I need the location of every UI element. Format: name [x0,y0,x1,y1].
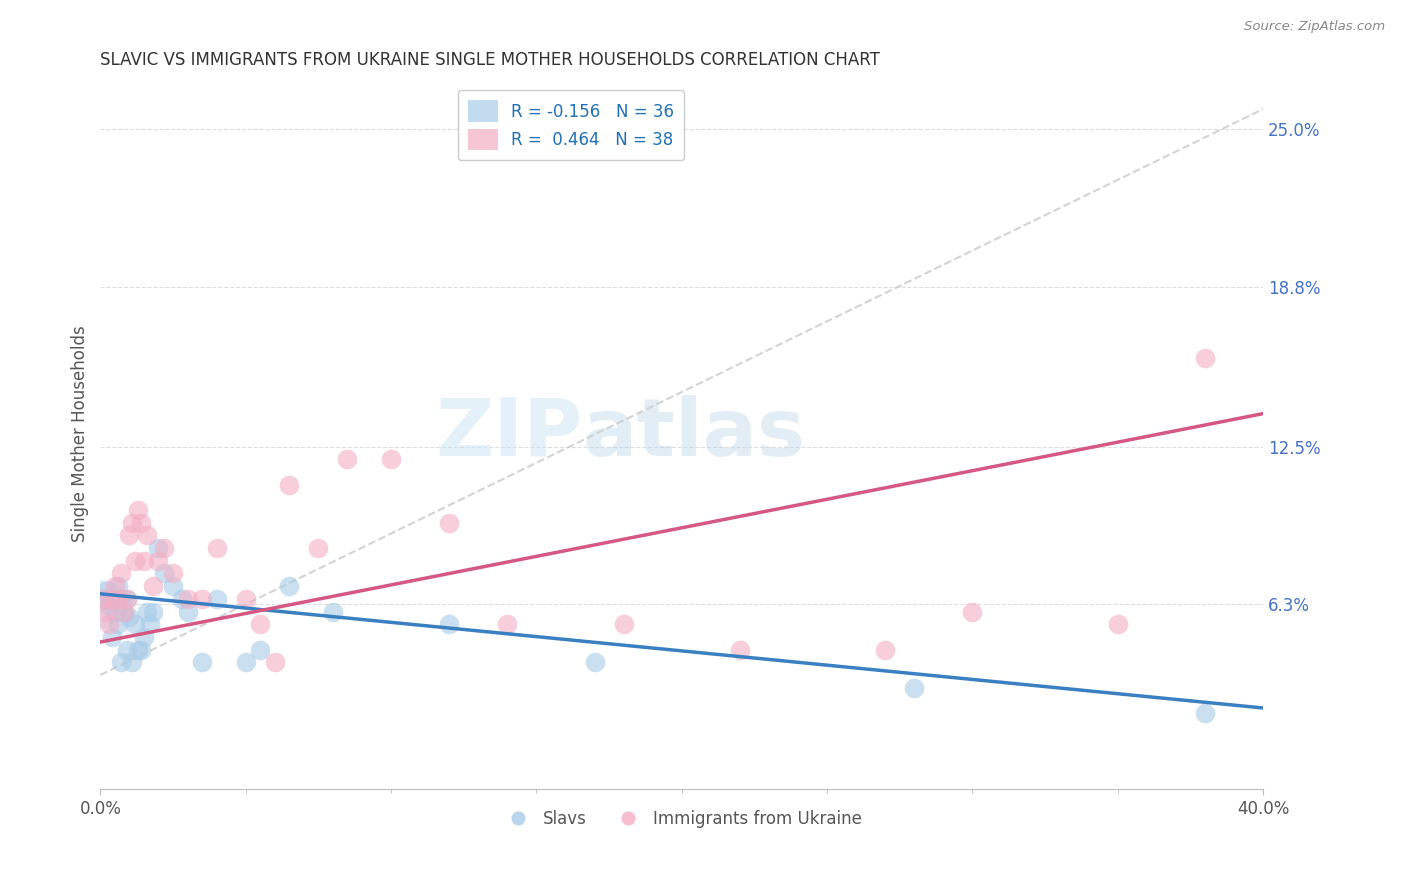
Point [118,528,141,542]
Text: ZIP: ZIP [436,395,583,473]
Point [124,617,146,632]
Point [91,597,114,611]
Point [613,617,636,632]
Point [235,656,257,670]
Point [127,503,149,517]
Legend: Slavs, Immigrants from Ukraine: Slavs, Immigrants from Ukraine [495,803,869,834]
Point [153,541,176,555]
Point [249,617,271,632]
Text: atlas: atlas [583,395,806,473]
Text: SLAVIC VS IMMIGRANTS FROM UKRAINE SINGLE MOTHER HOUSEHOLDS CORRELATION CHART: SLAVIC VS IMMIGRANTS FROM UKRAINE SINGLE… [100,51,880,69]
Point [132,554,155,568]
Point [121,516,143,530]
Point [162,579,184,593]
Point [191,591,214,606]
Point [307,541,329,555]
Point [118,609,141,624]
Point [322,605,344,619]
Point [142,605,165,619]
Point [129,516,152,530]
Point [107,579,129,593]
Point [162,566,184,581]
Point [110,656,132,670]
Point [101,591,124,606]
Point [205,541,228,555]
Point [148,541,170,555]
Point [278,579,301,593]
Point [124,554,146,568]
Point [191,656,214,670]
Point [132,630,155,644]
Point [112,605,135,619]
Point [127,642,149,657]
Point [98,599,121,614]
Point [1194,706,1216,720]
Point [263,656,285,670]
Point [235,591,257,606]
Text: Source: ZipAtlas.com: Source: ZipAtlas.com [1244,20,1385,33]
Point [115,642,138,657]
Point [91,591,114,606]
Point [110,566,132,581]
Point [107,617,129,632]
Point [110,591,132,606]
Point [101,630,124,644]
Point [139,617,162,632]
Point [278,477,301,491]
Point [728,642,751,657]
Point [148,554,170,568]
Point [205,591,228,606]
Point [107,591,129,606]
Point [496,617,519,632]
Point [115,591,138,606]
Point [1107,617,1129,632]
Point [903,681,925,695]
Point [153,566,176,581]
Point [135,528,157,542]
Point [249,642,271,657]
Point [583,656,606,670]
Point [91,591,114,606]
Point [437,617,460,632]
Point [98,617,121,632]
Point [96,584,118,599]
Point [121,656,143,670]
Y-axis label: Single Mother Households: Single Mother Households [72,326,89,542]
Point [380,452,402,467]
Point [875,642,897,657]
Point [112,605,135,619]
Point [437,516,460,530]
Point [170,591,193,606]
Point [962,605,984,619]
Point [176,605,198,619]
Point [142,579,165,593]
Point [129,642,152,657]
Point [115,591,138,606]
Point [1194,351,1216,365]
Point [96,605,118,619]
Point [135,605,157,619]
Point [176,591,198,606]
Point [104,605,127,619]
Point [336,452,359,467]
Point [104,579,127,593]
